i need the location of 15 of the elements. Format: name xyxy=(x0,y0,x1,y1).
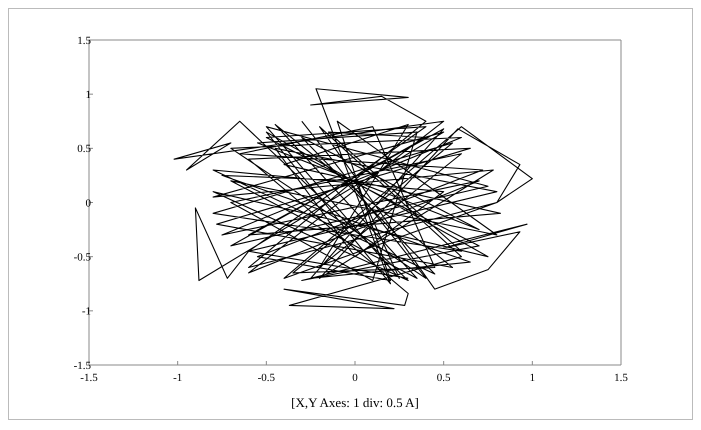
x-axis-title: [X,Y Axes: 1 div: 0.5 A] xyxy=(291,395,419,410)
y-tick-label: 1 xyxy=(86,89,91,102)
x-tick-label: -1 xyxy=(173,372,182,384)
y-tick-label: -0.5 xyxy=(74,252,92,264)
y-tick-label: 1.5 xyxy=(77,34,92,47)
x-tick-label: 1.5 xyxy=(614,372,628,384)
y-tick-label: -1.5 xyxy=(74,360,92,372)
y-tick-label: 0.5 xyxy=(77,143,92,156)
x-tick-label: 1 xyxy=(530,372,536,384)
x-tick-label: -0.5 xyxy=(258,372,276,384)
y-tick-label: 0 xyxy=(86,197,92,210)
y-tick-label: -1 xyxy=(82,306,91,318)
line-series xyxy=(174,88,533,310)
x-tick-label: 0.5 xyxy=(436,372,452,384)
x-tick-label: 0 xyxy=(352,372,358,384)
